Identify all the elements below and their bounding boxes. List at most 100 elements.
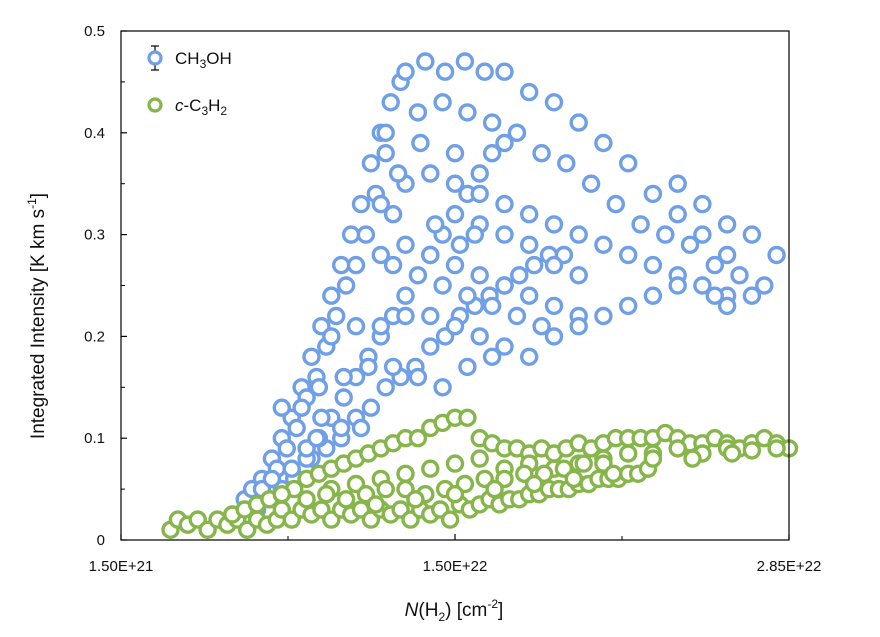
point-ch3oh-93 [606,194,625,214]
point-c-c3h2-139 [683,449,702,468]
point-ch3oh-183 [465,225,484,244]
point-ch3oh-169 [767,245,786,265]
point-ch3oh-170 [755,276,774,295]
point-ch3oh-168 [742,225,762,244]
point-ch3oh-149 [351,418,371,438]
point-ch3oh-165 [668,174,687,193]
point-c-c3h2-109 [767,439,786,458]
point-ch3oh-137 [309,378,329,397]
y-tick-label-5: 0.5 [84,23,105,40]
legend-marker-c-c3h2 [147,97,163,113]
svg-text:CH3OH: CH3OH [175,49,232,71]
point-ch3oh-67 [482,143,502,163]
point-ch3oh-92 [581,174,601,193]
x-axis-title-sub: 2 [438,610,445,624]
point-ch3oh-119 [520,286,539,305]
point-ch3oh-133 [495,337,514,356]
point-ch3oh-74 [475,62,494,81]
point-c-c3h2-138 [643,449,663,468]
point-ch3oh-100 [421,164,440,183]
point-ch3oh-116 [445,255,465,275]
point-ch3oh-79 [594,133,613,153]
point-ch3oh-136 [569,317,588,336]
x-tick-label-1: 1.50E+22 [423,558,488,575]
point-ch3oh-155 [433,276,452,295]
point-c-c3h2-96 [445,454,465,473]
point-ch3oh-124 [643,286,663,305]
point-ch3oh-123 [619,296,638,316]
point-ch3oh-13 [361,154,381,173]
point-ch3oh-167 [717,215,737,234]
point-c-c3h2-124 [574,454,593,473]
point-c-c3h2-134 [485,479,504,499]
point-ch3oh-159 [532,317,551,336]
legend-entry-ch3oh: CH3OH [147,45,232,71]
point-ch3oh-81 [643,184,663,204]
legend-label-ch3oh-b: OH [206,49,232,68]
legend-label-c-c3h2-sub1: 3 [201,104,208,118]
point-ch3oh-40 [277,439,296,458]
point-ch3oh-36 [525,255,544,275]
point-c-c3h2-133 [445,485,465,504]
point-ch3oh-151 [262,469,282,489]
point-ch3oh-90 [532,143,551,163]
point-ch3oh-132 [470,327,489,346]
x-axis-title: N(H2) [cm-2] [405,597,504,624]
point-ch3oh-73 [455,52,475,71]
point-ch3oh-64 [445,204,465,224]
point-ch3oh-15 [381,93,400,112]
series-c-c3h2 [161,408,799,539]
point-ch3oh-9 [322,286,341,305]
point-c-c3h2-112 [336,490,356,509]
point-ch3oh-179 [411,133,430,153]
y-axis-title: Integrated Intensity [K km s-1] [25,193,49,439]
legend-label-c-c3h2-a: -C [184,96,202,115]
point-ch3oh-95 [656,225,675,244]
point-ch3oh-85 [408,103,428,122]
legend: CH3OH c-C3H2 [147,45,232,118]
point-ch3oh-107 [594,235,613,255]
point-ch3oh-84 [717,245,737,265]
point-ch3oh-126 [322,327,341,346]
point-ch3oh-130 [421,306,440,326]
point-ch3oh-47 [346,255,366,275]
point-ch3oh-180 [445,143,465,163]
point-ch3oh-10 [332,255,351,275]
point-ch3oh-103 [495,194,514,214]
point-c-c3h2-135 [525,474,544,494]
point-ch3oh-135 [544,327,564,346]
point-ch3oh-164 [569,266,588,285]
svg-text:Integrated Intensity [K km s-1: Integrated Intensity [K km s-1] [25,193,49,439]
point-c-c3h2-110 [297,490,316,509]
point-c-c3h2-137 [604,464,623,483]
legend-label-ch3oh-sub: 3 [200,57,207,71]
point-ch3oh-175 [383,255,403,275]
point-c-c3h2-97 [470,449,489,468]
point-ch3oh-97 [705,255,724,275]
point-ch3oh-35 [510,266,529,285]
point-ch3oh-50 [376,143,395,163]
point-ch3oh-96 [680,235,700,255]
x-axis-title-sup: -2 [487,597,498,611]
point-c-c3h2-94 [396,464,415,483]
legend-label-ch3oh-a: CH [175,49,200,68]
point-ch3oh-154 [307,429,326,448]
point-ch3oh-118 [495,276,514,295]
point-c-c3h2-140 [722,444,742,463]
point-ch3oh-177 [376,123,395,143]
x-tick-label-0: 1.50E+21 [89,558,154,575]
points-layer [161,52,799,539]
point-ch3oh-25 [361,398,381,417]
point-ch3oh-83 [693,225,712,244]
point-ch3oh-134 [520,347,539,366]
point-c-c3h2-114 [376,479,395,499]
svg-text:N(H2) [cm-2]: N(H2) [cm-2] [405,597,504,624]
point-ch3oh-82 [668,204,687,224]
y-tick-label-2: 0.2 [84,328,105,345]
point-ch3oh-173 [705,286,724,305]
point-ch3oh-113 [371,245,390,265]
point-ch3oh-157 [482,296,502,316]
point-ch3oh-46 [336,276,356,295]
legend-label-c-c3h2-sub2: 2 [220,104,227,118]
point-ch3oh-114 [396,235,415,255]
